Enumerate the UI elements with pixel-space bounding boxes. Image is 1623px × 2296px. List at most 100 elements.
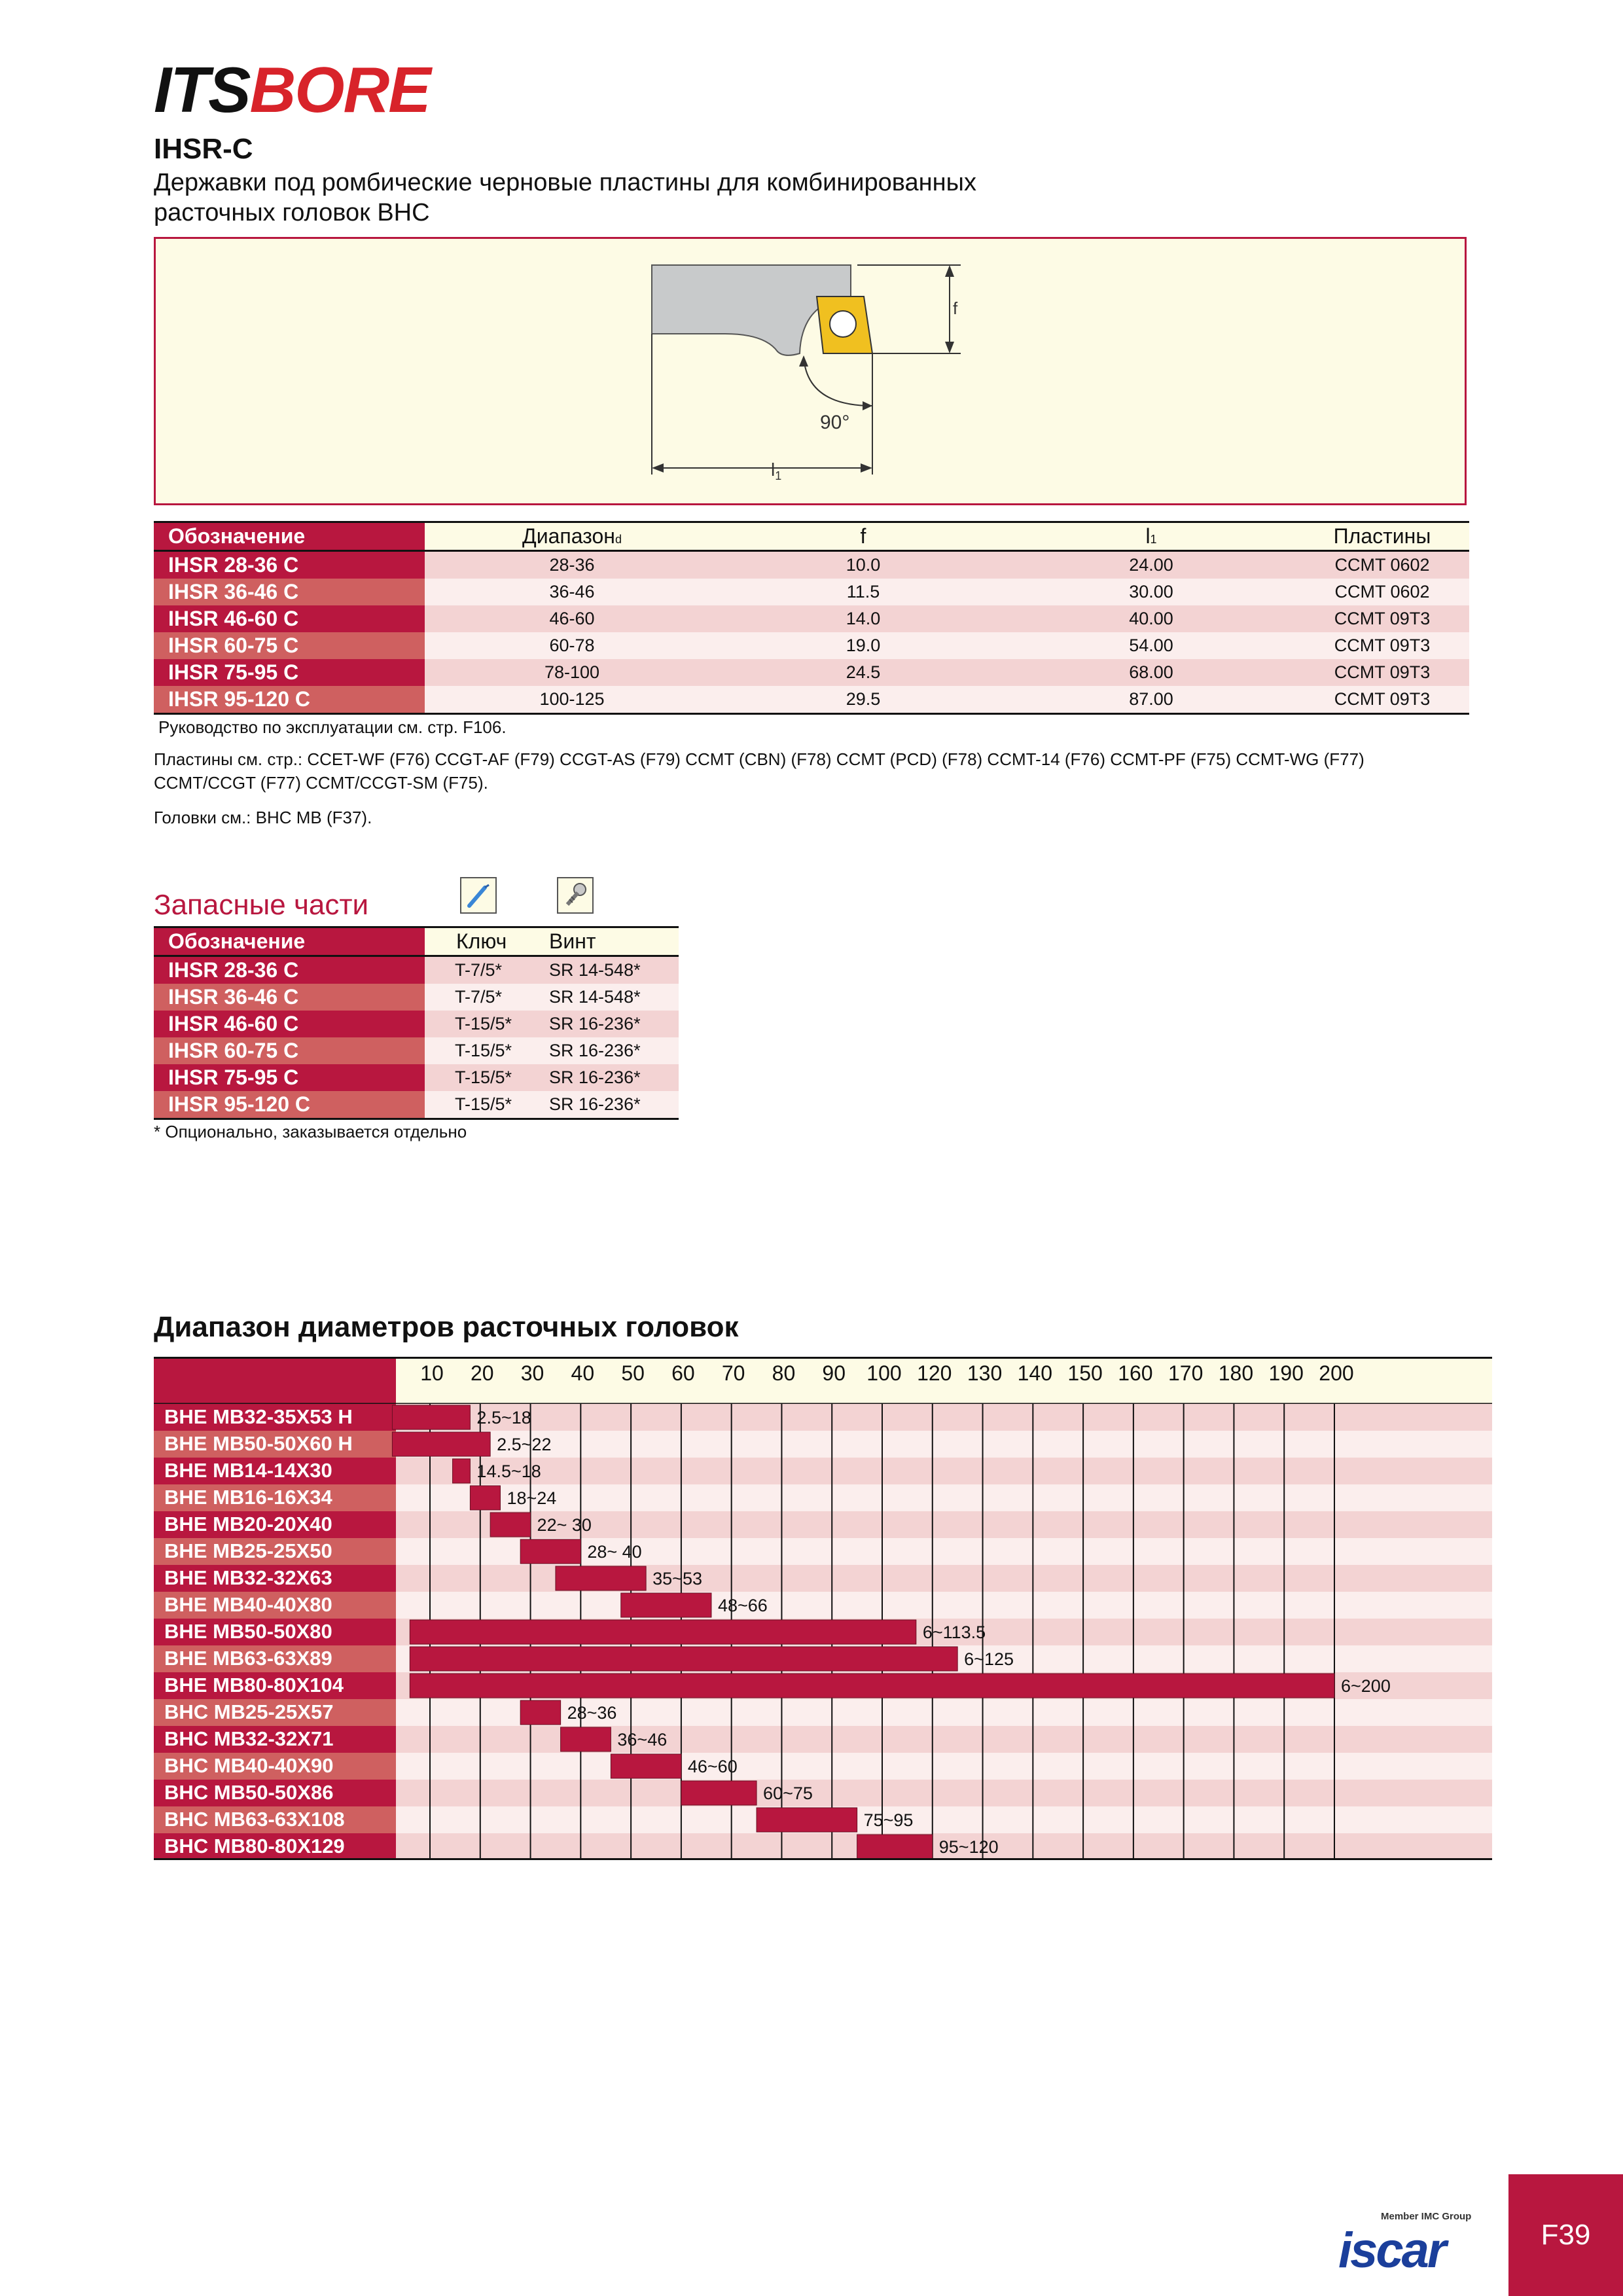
member-text: Member IMC Group [1381, 2211, 1472, 2222]
row-l1: 30.00 [1007, 579, 1295, 605]
range-data-label: 6~200 [1341, 1676, 1391, 1696]
row-insert: CCMT 09T3 [1295, 605, 1469, 632]
x-tick-label: 160 [1118, 1361, 1152, 1385]
range-bar [409, 1646, 958, 1672]
page-subtitle: Державки под ромбические черновые пласти… [154, 168, 1135, 228]
col-screw: Винт [516, 926, 679, 957]
range-bar [490, 1512, 531, 1537]
row-designation: IHSR 75-95 C [154, 1064, 425, 1091]
row-l1: 68.00 [1007, 659, 1295, 686]
row-name-label: BHE MB16-16X34 [164, 1486, 332, 1509]
row-name-label: BHE MB32-32X63 [164, 1566, 332, 1589]
range-bar [560, 1727, 611, 1752]
x-tick-label: 120 [917, 1361, 952, 1385]
range-bar [520, 1700, 562, 1725]
row-label-cell [154, 1484, 396, 1511]
row-key: T-15/5* [425, 1037, 516, 1064]
row-name-label: BHE MB80-80X104 [164, 1674, 344, 1696]
row-designation: IHSR 95-120 C [154, 686, 425, 715]
row-name-label: BHE MB14-14X30 [164, 1459, 332, 1482]
x-tick-label: 80 [772, 1361, 796, 1385]
col-range: Диапазонd [425, 521, 719, 552]
row-f: 24.5 [719, 659, 1007, 686]
x-tick-label: 70 [722, 1361, 745, 1385]
brand-part1: ITS [154, 54, 251, 126]
range-chart: 10 20 30 40 50 60 70 80 90 100 120 130 140 150 160 170 1… [154, 1357, 1492, 1867]
row-background [396, 1511, 1492, 1538]
row-insert: CCMT 0602 [1295, 550, 1469, 579]
page-number: F39 [1508, 2174, 1623, 2296]
row-l1: 24.00 [1007, 550, 1295, 579]
row-screw: SR 16-236* [516, 1091, 679, 1120]
row-name-label: BHE MB32-35X53 H [164, 1405, 353, 1428]
row-background [396, 1484, 1492, 1511]
range-bar [391, 1431, 491, 1457]
dim-label-angle: 90° [820, 412, 849, 433]
row-background [396, 1458, 1492, 1484]
inserts-note-line-2: CCMT/CCGT (F77) CCMT/CCGT-SM (F75). [154, 773, 488, 793]
row-f: 10.0 [719, 550, 1007, 579]
col-l1: l1 [1007, 521, 1295, 552]
table-row: IHSR 46-60 C T-15/5* SR 16-236* [154, 1011, 679, 1037]
table-row: IHSR 75-95 C T-15/5* SR 16-236* [154, 1064, 679, 1091]
row-range: 78-100 [425, 659, 719, 686]
col-designation: Обозначение [154, 521, 425, 552]
x-tick-label: 30 [521, 1361, 544, 1385]
range-data-label: 35~53 [652, 1569, 702, 1588]
spares-footnote: * Опционально, заказывается отдельно [154, 1122, 467, 1141]
row-name-label: BHC MB40-40X90 [164, 1754, 333, 1777]
row-insert: CCMT 09T3 [1295, 632, 1469, 659]
chart-header-label-cell [154, 1357, 396, 1404]
screw-icon [557, 877, 594, 914]
range-bar [610, 1753, 682, 1779]
range-bar [555, 1566, 647, 1591]
row-designation: IHSR 95-120 C [154, 1091, 425, 1120]
table-row: IHSR 60-75 C 60-78 19.0 54.00 CCMT 09T3 [154, 632, 1469, 659]
row-designation: IHSR 28-36 C [154, 956, 425, 984]
tool-drawing-panel: f 90° l1 [154, 237, 1467, 505]
row-background [396, 1753, 1492, 1780]
col-key: Ключ [425, 926, 516, 957]
range-data-label: 2.5~22 [497, 1435, 551, 1454]
x-tick-label: 40 [571, 1361, 595, 1385]
range-data-label: 36~46 [617, 1730, 667, 1749]
col-designation: Обозначение [154, 926, 425, 957]
row-name-label: BHC MB32-32X71 [164, 1727, 333, 1750]
inserts-note-line-1: Пластины см. стр.: CCET-WF (F76) CCGT-AF… [154, 749, 1364, 769]
table-row: IHSR 95-120 C T-15/5* SR 16-236* [154, 1091, 679, 1120]
range-data-label: 75~95 [864, 1810, 914, 1830]
row-label-cell [154, 1511, 396, 1538]
range-bar [409, 1619, 917, 1645]
row-background [396, 1431, 1492, 1458]
row-background [396, 1806, 1492, 1833]
row-label-cell [154, 1619, 396, 1645]
row-name-label: BHE MB50-50X60 H [164, 1432, 353, 1455]
row-background [396, 1780, 1492, 1806]
x-tick-label: 150 [1067, 1361, 1102, 1385]
range-data-label: 60~75 [763, 1784, 813, 1803]
row-range: 100-125 [425, 686, 719, 715]
x-tick-label: 60 [671, 1361, 695, 1385]
table-row: IHSR 75-95 C 78-100 24.5 68.00 CCMT 09T3 [154, 659, 1469, 686]
row-key: T-7/5* [425, 956, 516, 984]
row-screw: SR 14-548* [516, 956, 679, 984]
brand-logo: ITSBORE [154, 58, 431, 122]
range-bar [409, 1673, 1335, 1698]
row-insert: CCMT 09T3 [1295, 659, 1469, 686]
table-row: IHSR 46-60 C 46-60 14.0 40.00 CCMT 09T3 [154, 605, 1469, 632]
row-name-label: BHC MB63-63X108 [164, 1808, 345, 1831]
row-name-label: BHE MB40-40X80 [164, 1593, 332, 1616]
row-label-cell [154, 1753, 396, 1780]
range-chart-svg: 10 20 30 40 50 60 70 80 90 100 120 130 140 150 160 170 1… [154, 1357, 1492, 1860]
x-tick-label: 50 [621, 1361, 645, 1385]
col-f: f [719, 521, 1007, 552]
row-key: T-15/5* [425, 1091, 516, 1120]
row-range: 46-60 [425, 605, 719, 632]
row-label-cell [154, 1806, 396, 1833]
spares-title: Запасные части [154, 889, 369, 921]
row-key: T-15/5* [425, 1064, 516, 1091]
x-tick-label: 10 [420, 1361, 444, 1385]
x-tick-label: 180 [1219, 1361, 1253, 1385]
x-tick-label: 20 [471, 1361, 494, 1385]
range-data-label: 6~113.5 [923, 1623, 986, 1642]
